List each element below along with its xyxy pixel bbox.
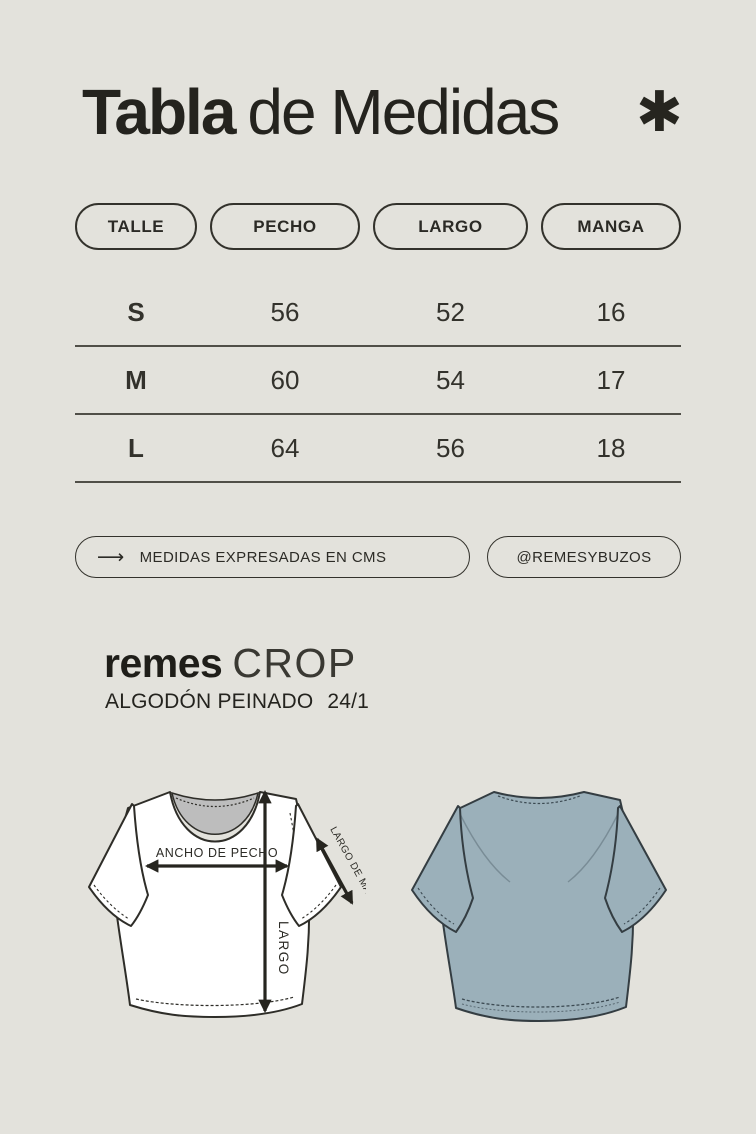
instagram-handle-badge[interactable]: @REMESYBUZOS xyxy=(487,536,681,578)
cell-largo-s: 52 xyxy=(436,296,465,327)
column-header-manga: MANGA xyxy=(541,203,681,250)
cell-manga-l: 18 xyxy=(596,432,626,463)
cell-pecho-m: 60 xyxy=(270,364,300,395)
cell-largo-l: 56 xyxy=(436,432,465,463)
table-row: S 56 52 16 xyxy=(75,279,681,347)
table-header-row: TALLE PECHO LARGO MANGA xyxy=(75,203,681,250)
cell-size-l: L xyxy=(128,432,144,463)
instagram-handle-label: @REMESYBUZOS xyxy=(516,548,652,566)
product-model: CROP xyxy=(232,640,357,686)
cell-manga-s: 16 xyxy=(596,296,626,327)
label-largo: LARGO xyxy=(276,921,291,976)
fabric-label: ALGODÓN PEINADO xyxy=(105,690,314,713)
cell-largo-m: 54 xyxy=(436,364,465,395)
page-title: Tabla de Medidas xyxy=(82,76,560,148)
brand-name: remes xyxy=(104,640,223,686)
cell-pecho-s: 56 xyxy=(270,296,300,327)
column-header-pecho: PECHO xyxy=(210,203,360,250)
tshirt-back-diagram xyxy=(406,768,678,1031)
cell-pecho-l: 64 xyxy=(270,432,300,463)
column-header-largo: LARGO xyxy=(373,203,528,250)
column-header-talle: TALLE xyxy=(75,203,197,250)
cell-manga-m: 17 xyxy=(596,364,626,395)
long-right-arrow-icon: ⟶ xyxy=(97,545,125,568)
units-note-badge: ⟶ MEDIDAS EXPRESADAS EN CMS xyxy=(75,536,470,578)
cell-size-m: M xyxy=(125,364,147,395)
table-row: M 60 54 17 xyxy=(75,347,681,415)
page-title-bold: Tabla xyxy=(82,76,236,148)
page-title-rest: de Medidas xyxy=(247,76,560,148)
size-table: S 56 52 16 M 60 54 17 L 64 56 18 xyxy=(75,250,681,483)
product-fabric: ALGODÓN PEINADO 24/1 xyxy=(105,690,369,714)
units-note-label: MEDIDAS EXPRESADAS EN CMS xyxy=(139,548,387,566)
product-brand: remes CROP xyxy=(104,640,357,687)
tshirt-front-diagram: ANCHO DE PECHO LARGO LARGO DE MANGA xyxy=(84,773,385,1028)
cell-size-s: S xyxy=(127,296,145,327)
table-row: L 64 56 18 xyxy=(75,415,681,483)
thread-count: 24/1 xyxy=(327,690,370,713)
label-ancho-de-pecho: ANCHO DE PECHO xyxy=(156,846,278,860)
badges-row: ⟶ MEDIDAS EXPRESADAS EN CMS @REMESYBUZOS xyxy=(75,536,681,578)
asterisk-icon: ✱ xyxy=(636,80,683,145)
